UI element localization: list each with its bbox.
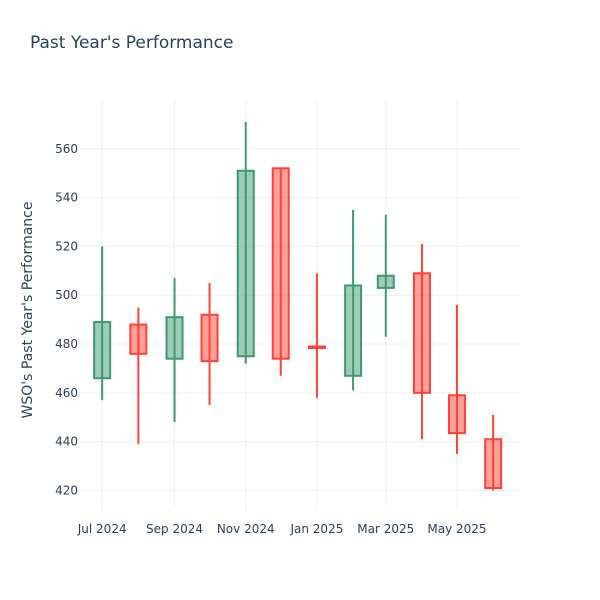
candles bbox=[93, 121, 503, 491]
candle-increasing bbox=[165, 278, 184, 423]
candle-body bbox=[236, 169, 255, 358]
candle-body bbox=[344, 284, 363, 377]
x-tick-label: Mar 2025 bbox=[357, 522, 414, 536]
candle-body bbox=[200, 313, 219, 363]
candle-decreasing bbox=[200, 283, 219, 406]
y-tick-label: 460 bbox=[55, 386, 78, 400]
candle-increasing bbox=[376, 214, 395, 337]
candle-body bbox=[271, 167, 290, 360]
y-tick-label: 440 bbox=[55, 435, 78, 449]
x-axis-ticks: Jul 2024 Sep 2024 Nov 2024 Jan 2025 Mar 2025… bbox=[77, 522, 487, 536]
candle-decreasing bbox=[307, 273, 326, 398]
y-tick-label: 560 bbox=[55, 142, 78, 156]
y-axis-title: WSO's Past Year's Performance bbox=[20, 202, 36, 419]
candle-increasing bbox=[236, 121, 255, 364]
y-tick-label: 520 bbox=[55, 239, 78, 253]
candle-body bbox=[376, 274, 395, 289]
candle-body bbox=[165, 316, 184, 360]
y-tick-label: 500 bbox=[55, 288, 78, 302]
candle-body bbox=[129, 323, 148, 355]
y-axis-ticks: 420 440 460 480 500 520 540 560 bbox=[55, 142, 78, 498]
x-tick-label: Jul 2024 bbox=[77, 522, 127, 536]
candle-increasing bbox=[93, 246, 112, 401]
candle-decreasing bbox=[484, 414, 503, 491]
candle-body bbox=[484, 438, 503, 490]
candle-increasing bbox=[344, 209, 363, 391]
x-tick-label: Sep 2024 bbox=[146, 522, 203, 536]
candle-body bbox=[412, 272, 431, 394]
x-tick-label: May 2025 bbox=[427, 522, 486, 536]
candle-body bbox=[307, 345, 326, 349]
candle-decreasing bbox=[412, 243, 431, 440]
candle-decreasing bbox=[447, 305, 466, 454]
y-tick-label: 420 bbox=[55, 483, 78, 497]
candle-decreasing bbox=[129, 307, 148, 445]
y-tick-label: 540 bbox=[55, 191, 78, 205]
x-tick-label: Nov 2024 bbox=[217, 522, 275, 536]
x-tick-label: Jan 2025 bbox=[289, 522, 343, 536]
candle-decreasing bbox=[271, 167, 290, 376]
chart-title: Past Year's Performance bbox=[30, 33, 234, 53]
candle-body bbox=[93, 321, 112, 380]
grid bbox=[80, 100, 520, 510]
candle-body bbox=[447, 394, 466, 435]
y-tick-label: 480 bbox=[55, 337, 78, 351]
